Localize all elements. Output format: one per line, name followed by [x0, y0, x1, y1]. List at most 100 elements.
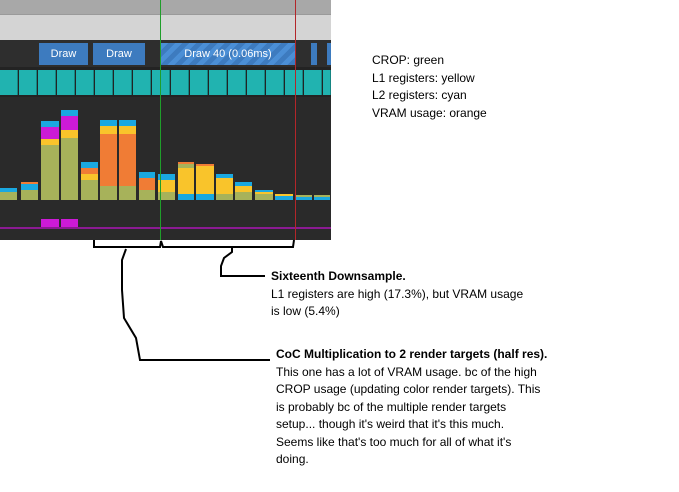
annotation-line: CROP usage (updating color render target… — [276, 382, 541, 396]
annotation-title: CoC Multiplication to 2 render targets (… — [276, 347, 548, 361]
counter-bar-segment — [119, 126, 136, 134]
counter-bar-segment — [178, 164, 194, 168]
gpu-profiler-panel: Draw Draw Draw 40 (0.06ms) — [0, 0, 331, 240]
counter-bar-segment — [158, 192, 175, 200]
counter-bar-segment — [21, 190, 38, 200]
draw-block-selected[interactable]: Draw 40 (0.06ms) — [161, 43, 295, 65]
counter-bar-segment — [21, 184, 38, 190]
counter-bar-segment — [100, 134, 117, 186]
counter-cell[interactable] — [190, 70, 208, 95]
counter-bar-segment — [139, 172, 155, 178]
counter-bar-segment — [178, 194, 194, 200]
counter-bar-segment — [119, 120, 136, 126]
legend-line-l2: L2 registers: cyan — [372, 88, 467, 102]
annotation-sixteenth-downsample: Sixteenth Downsample. L1 registers are h… — [271, 268, 561, 321]
counter-bar-segment — [81, 180, 98, 200]
counter-bar-segment — [61, 116, 78, 130]
counter-bar-segment — [216, 194, 233, 200]
counter-bar-segment — [314, 195, 330, 197]
annotation-line: L1 registers are high (17.3%), but VRAM … — [271, 286, 524, 301]
draw-block-next-1[interactable] — [311, 43, 317, 65]
draw-block-next-2[interactable] — [327, 43, 331, 65]
counter-bar-segment — [216, 174, 233, 178]
counter-bar-segment — [196, 194, 214, 200]
counter-cell[interactable] — [209, 70, 227, 95]
annotation-line: is low (5.4%) — [271, 304, 340, 318]
secondary-counter-bar — [61, 219, 78, 227]
counter-cell[interactable] — [247, 70, 265, 95]
counter-cell[interactable] — [171, 70, 189, 95]
legend-line-crop: CROP: green — [372, 53, 445, 67]
counter-cell[interactable] — [323, 70, 331, 95]
counter-bar-segment — [100, 120, 117, 126]
counter-bar-segment — [139, 190, 155, 200]
timeline-ruler[interactable] — [0, 0, 331, 14]
bracket-top-span — [232, 239, 295, 248]
legend-line-l1: L1 registers: yellow — [372, 70, 475, 85]
secondary-counter-bar — [41, 219, 59, 227]
counter-bar-segment — [196, 166, 214, 194]
color-legend: CROP: green L1 registers: yellow L2 regi… — [372, 52, 487, 122]
counter-cell[interactable] — [114, 70, 132, 95]
counter-cell[interactable] — [304, 70, 322, 95]
counter-bar-segment — [0, 188, 17, 192]
counter-cell[interactable] — [76, 70, 94, 95]
selection-start-marker — [160, 0, 161, 240]
counter-bar-segment — [0, 192, 17, 200]
draw-block-prev-1[interactable]: Draw — [39, 43, 88, 65]
counter-bar-segment — [235, 186, 252, 192]
annotation-line: setup... though it's weird that it's thi… — [276, 417, 505, 431]
annotation-line: Seems like that's too much for all of wh… — [276, 434, 512, 449]
counter-bar-segment — [255, 194, 273, 200]
bracket-sixteenth-downsample — [93, 240, 265, 277]
counter-cell[interactable] — [133, 70, 151, 95]
counter-cell[interactable] — [57, 70, 75, 95]
annotation-line: doing. — [276, 452, 309, 466]
timeline-ruler-track[interactable] — [0, 14, 331, 40]
counter-bar-segment — [178, 162, 194, 164]
counter-cell[interactable] — [19, 70, 37, 95]
counter-bar-segment — [119, 134, 136, 186]
counter-cell[interactable] — [266, 70, 284, 95]
counter-cell[interactable] — [95, 70, 113, 95]
perf-counter-chart — [0, 97, 331, 240]
counter-bar-segment — [275, 196, 293, 200]
annotation-coc-multiplication: CoC Multiplication to 2 render targets (… — [276, 346, 576, 469]
counter-cell[interactable] — [285, 70, 303, 95]
counter-bar-segment — [295, 197, 312, 200]
counter-cell[interactable] — [38, 70, 56, 95]
annotation-title: Sixteenth Downsample. — [271, 269, 406, 283]
selection-end-marker — [295, 0, 296, 240]
counter-bar-segment — [255, 192, 273, 194]
counter-cell[interactable] — [0, 70, 18, 95]
counter-cell[interactable] — [152, 70, 170, 95]
counter-bar-segment — [119, 186, 136, 200]
counter-track-row — [0, 67, 331, 97]
draw-call-row: Draw Draw Draw 40 (0.06ms) — [0, 40, 331, 67]
counter-bar-segment — [41, 127, 59, 139]
counter-bar-segment — [81, 162, 98, 168]
counter-cell[interactable] — [228, 70, 246, 95]
draw-block-prev-2[interactable]: Draw — [93, 43, 145, 65]
counter-bar-segment — [41, 139, 59, 145]
bracket-coc-multiplication — [121, 248, 270, 361]
counter-bar-segment — [255, 190, 273, 192]
counter-bar-segment — [158, 174, 175, 180]
counter-bar-segment — [100, 126, 117, 134]
counter-bar-segment — [216, 178, 233, 194]
counter-bar-segment — [61, 138, 78, 200]
secondary-counter-baseline — [0, 227, 331, 229]
legend-line-vram: VRAM usage: orange — [372, 105, 487, 120]
counter-bar-segment — [81, 174, 98, 180]
counter-bar-segment — [235, 182, 252, 186]
counter-bar-segment — [158, 180, 175, 192]
counter-bar-segment — [81, 168, 98, 174]
counter-bar-segment — [61, 110, 78, 116]
counter-bar-segment — [295, 195, 312, 197]
counter-bar-segment — [139, 178, 155, 190]
counter-bar-segment — [100, 186, 117, 200]
counter-bar-segment — [21, 182, 38, 184]
counter-bar-segment — [275, 194, 293, 196]
counter-bar-segment — [235, 192, 252, 200]
counter-bar-segment — [41, 121, 59, 127]
